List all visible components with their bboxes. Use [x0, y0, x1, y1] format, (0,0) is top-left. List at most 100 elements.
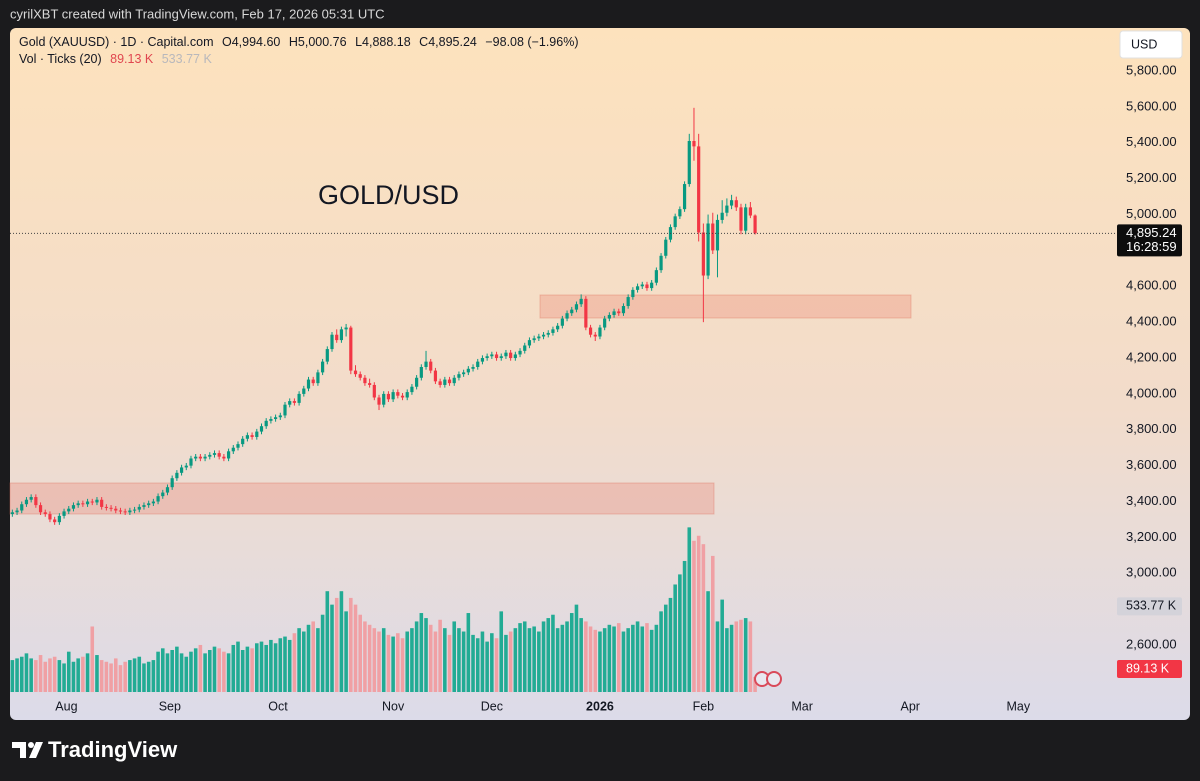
volume-bar	[443, 628, 447, 692]
volume-bar	[142, 663, 146, 692]
volume-bar	[668, 597, 673, 692]
volume-bar	[222, 651, 226, 692]
volume-bar	[631, 624, 635, 692]
countdown: 16:28:59	[1126, 239, 1177, 254]
volume-bar	[273, 643, 278, 692]
candle-body	[523, 345, 527, 351]
candle-body	[471, 367, 475, 369]
candle-body	[151, 501, 155, 504]
candle-body	[20, 504, 24, 511]
change: −98.08 (−1.96%)	[485, 35, 579, 49]
candle-body	[607, 314, 611, 319]
candle-body	[67, 508, 71, 512]
y-tick-label: 4,400.00	[1126, 314, 1177, 329]
volume-bar	[391, 636, 395, 692]
x-tick-label: Dec	[481, 699, 503, 713]
symbol: Gold (XAUUSD) · 1D · Capital.com	[19, 35, 214, 49]
volume-bar	[240, 650, 245, 692]
axes: 5,800.00 5,600.00 5,400.00 5,200.00 5,000.00…	[55, 62, 1182, 713]
candle-body	[76, 503, 80, 506]
candle-body	[494, 354, 499, 359]
candle-body	[480, 358, 485, 362]
candle-body	[466, 368, 470, 373]
volume-bar	[123, 661, 127, 692]
candle-body	[631, 289, 635, 298]
volume-bar	[353, 604, 358, 692]
volume-bar	[602, 628, 607, 692]
y-tick-label: 3,400.00	[1126, 493, 1177, 508]
candle-body	[682, 184, 687, 210]
volume-bar	[330, 604, 334, 692]
candle-body	[744, 207, 748, 231]
volume-bar	[363, 621, 367, 692]
candle-body	[570, 309, 574, 314]
volume-bar	[414, 621, 419, 692]
volume-bar	[128, 660, 132, 692]
candle-body	[335, 334, 339, 341]
volume-bar	[193, 648, 198, 692]
candle-body	[396, 392, 400, 396]
volume-bar	[701, 544, 706, 692]
candle-body	[391, 392, 395, 400]
chart-area	[10, 28, 1190, 720]
volume-bar	[673, 584, 677, 692]
zone	[9, 482, 715, 515]
field-value: 4,888.18	[362, 35, 411, 49]
candle-body	[462, 372, 466, 375]
candle-body	[24, 499, 29, 505]
candle-body	[15, 510, 19, 513]
candle-body	[363, 377, 367, 384]
volume-bar	[551, 614, 555, 692]
volume-bar	[226, 653, 231, 692]
candle-body	[128, 510, 132, 513]
candle-body	[546, 332, 550, 335]
candle-body	[621, 306, 626, 314]
volume-bar	[612, 626, 616, 692]
field-value: 4,895.24	[428, 35, 477, 49]
volume-bar	[645, 623, 649, 692]
volume-bar	[743, 618, 748, 692]
candle-body	[664, 239, 668, 256]
candle-body	[720, 212, 724, 220]
currency-button[interactable]	[1119, 30, 1183, 59]
candle-body	[687, 141, 691, 185]
volume-bar	[109, 663, 113, 692]
volume-bar	[729, 624, 734, 692]
volume-bar	[621, 631, 626, 692]
volume-bar	[725, 628, 729, 692]
x-tick-label: Sep	[159, 699, 181, 713]
candle-body	[241, 438, 245, 445]
candle-body	[95, 499, 99, 503]
volume-bar	[236, 641, 240, 692]
x-tick-label: Apr	[900, 699, 919, 713]
candle-body	[132, 509, 137, 511]
volume-bar	[739, 619, 743, 692]
candle-body	[255, 431, 259, 437]
volume-bar	[461, 631, 466, 692]
x-tick-label: Feb	[693, 699, 715, 713]
field-key: C	[419, 35, 429, 49]
volume-bar	[372, 628, 377, 692]
candle-body	[10, 512, 14, 515]
candle-body	[38, 505, 43, 513]
field-key: H	[288, 35, 298, 49]
candle-body	[339, 329, 344, 341]
candle-body	[405, 392, 409, 398]
volume-bar	[635, 621, 640, 692]
event-icon[interactable]	[766, 671, 782, 687]
volume-bar	[537, 631, 541, 692]
candle-body	[729, 200, 734, 206]
header: cyrilXBT created with TradingView.com, F…	[10, 6, 385, 21]
candle-body	[231, 447, 235, 452]
volume-bar	[137, 656, 142, 692]
candle-body	[645, 284, 649, 289]
volume-bar	[29, 658, 33, 692]
volume-bar	[34, 660, 38, 692]
volume-bar	[433, 631, 438, 692]
candle-body	[612, 311, 616, 315]
candle-body	[330, 334, 334, 350]
volume-bar	[316, 628, 320, 692]
candle-body	[457, 374, 461, 378]
candle-body	[259, 426, 264, 432]
